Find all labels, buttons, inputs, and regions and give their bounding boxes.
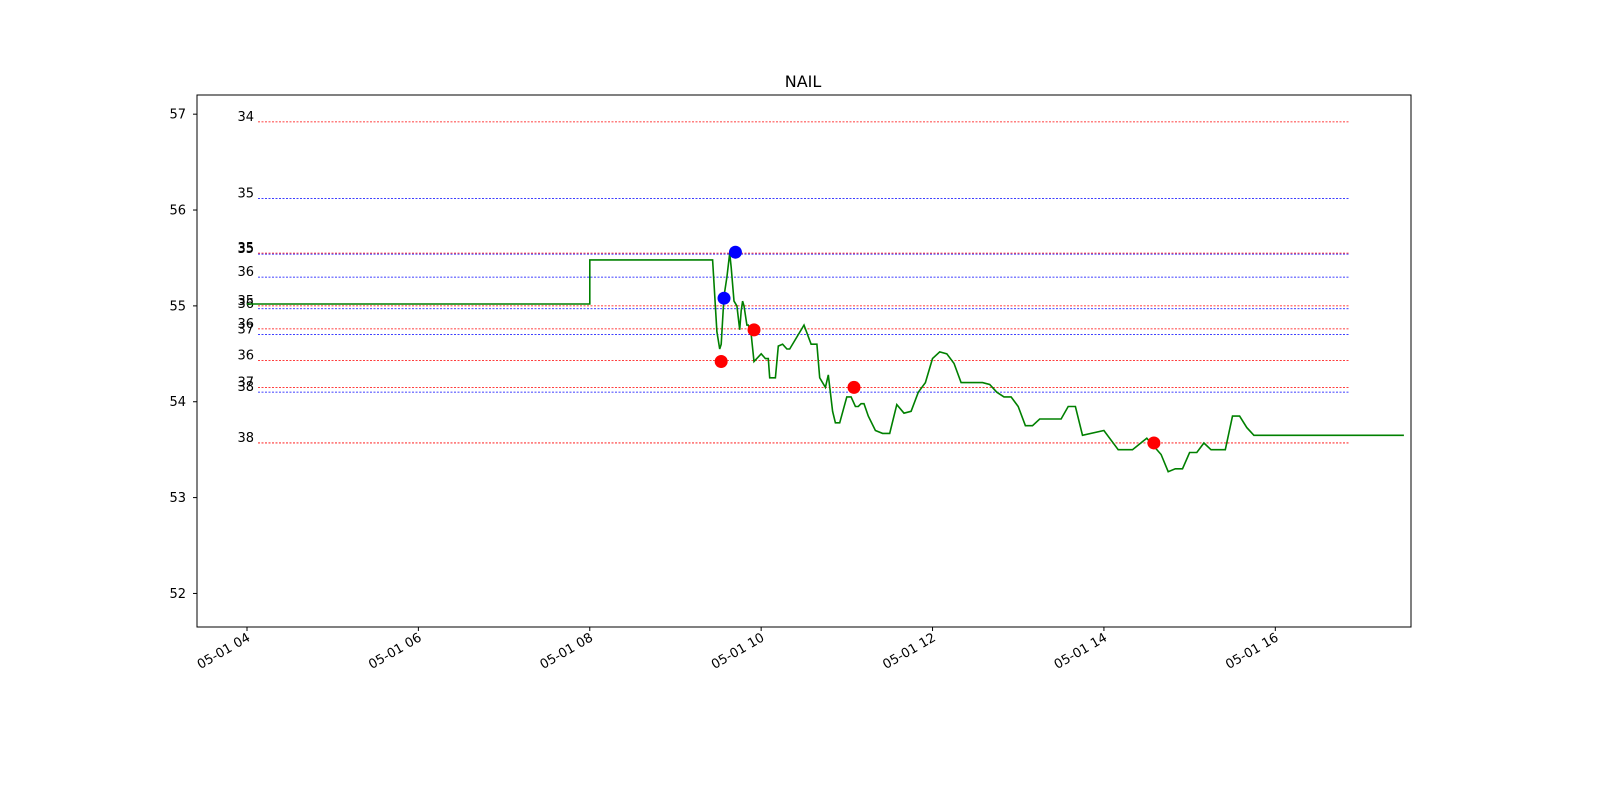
y-tick-label: 56 [169, 204, 186, 219]
level-label: 36 [237, 265, 254, 280]
chart-title: NAIL [785, 72, 822, 91]
y-tick-label: 57 [169, 108, 186, 123]
level-label: 37 [237, 375, 254, 390]
sell-marker [1147, 436, 1161, 450]
level-label: 34 [237, 110, 254, 125]
level-label: 37 [237, 323, 254, 338]
level-label: 38 [237, 380, 254, 395]
level-label: 35 [237, 241, 254, 256]
sell-marker [747, 323, 761, 337]
buy-marker [728, 245, 742, 259]
plot-frame [196, 94, 1412, 628]
level-label: 35 [237, 294, 254, 309]
y-tick-label: 52 [169, 587, 186, 602]
trade-markers [714, 245, 1161, 450]
level-label: 35 [237, 242, 254, 257]
level-label: 36 [237, 349, 254, 364]
y-tick-label: 53 [169, 491, 186, 506]
y-tick-label: 55 [169, 299, 186, 314]
price-line [247, 253, 1404, 473]
sell-marker [714, 354, 728, 368]
level-label: 36 [237, 317, 254, 332]
level-label: 35 [237, 187, 254, 202]
level-label: 36 [237, 297, 254, 312]
sell-marker [847, 380, 861, 394]
level-label: 38 [237, 431, 254, 446]
buy-marker [717, 291, 731, 305]
y-tick-label: 54 [169, 395, 186, 410]
price-series [247, 253, 1404, 473]
